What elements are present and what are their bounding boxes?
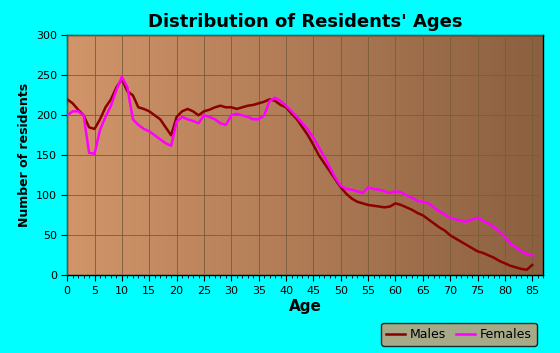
Females (425, 201, 432, 205)
Females (119, 75, 125, 79)
Line: Females: Females (67, 77, 532, 255)
Females (86, 151, 92, 155)
Males (119, 77, 125, 82)
Females (64, 113, 71, 118)
Title: Distribution of Residents' Ages: Distribution of Residents' Ages (148, 13, 463, 31)
Males (64, 97, 71, 101)
Males (113, 85, 120, 89)
Females (113, 88, 120, 92)
Females (463, 220, 470, 224)
Males (86, 125, 92, 130)
Males (524, 268, 530, 272)
Males (293, 117, 300, 121)
Females (529, 253, 535, 257)
Y-axis label: Number of residents: Number of residents (18, 83, 31, 227)
Males (463, 243, 470, 247)
Legend: Males, Females: Males, Females (381, 323, 537, 346)
Males (425, 217, 432, 221)
Males (75, 108, 82, 112)
Females (75, 109, 82, 113)
Line: Males: Males (67, 79, 532, 270)
Males (529, 263, 535, 267)
Females (293, 115, 300, 119)
X-axis label: Age: Age (289, 299, 321, 313)
